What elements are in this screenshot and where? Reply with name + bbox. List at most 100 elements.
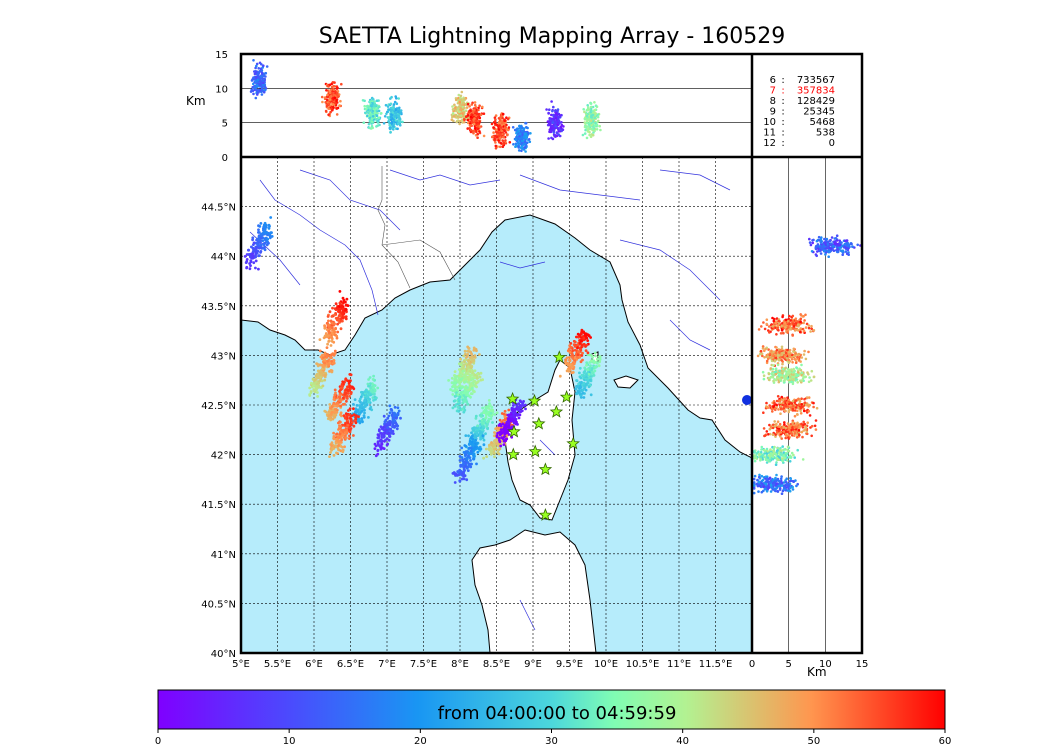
source-point xyxy=(774,351,778,355)
source-point xyxy=(338,426,341,429)
plan-y-ticks: 40°N40.5°N41°N41.5°N42°N42.5°N43°N43.5°N… xyxy=(201,203,236,660)
source-point xyxy=(372,374,375,378)
source-point xyxy=(490,441,493,444)
source-point xyxy=(756,354,760,358)
source-point xyxy=(794,361,798,365)
source-point xyxy=(360,405,363,408)
source-point xyxy=(457,399,461,403)
source-point xyxy=(772,319,776,323)
source-point xyxy=(461,464,465,468)
source-point xyxy=(580,373,584,377)
source-point xyxy=(545,108,548,111)
source-point xyxy=(454,98,458,102)
source-point xyxy=(776,324,780,328)
source-point xyxy=(499,141,503,145)
source-point xyxy=(480,415,483,418)
source-point xyxy=(594,121,597,125)
source-point xyxy=(309,390,313,393)
source-point xyxy=(373,102,377,106)
source-point xyxy=(451,393,455,396)
source-point xyxy=(785,329,789,332)
source-point xyxy=(778,401,782,405)
altitude-band xyxy=(762,395,819,418)
source-point xyxy=(323,378,327,382)
x-tick-label: 6.5°E xyxy=(337,659,364,670)
source-point xyxy=(520,409,524,413)
source-point xyxy=(802,375,805,378)
source-point xyxy=(781,398,785,402)
source-point xyxy=(383,115,387,118)
stat-key: 10 xyxy=(763,117,776,128)
source-point xyxy=(589,393,593,397)
source-point xyxy=(761,347,765,350)
source-point xyxy=(497,139,501,142)
source-point xyxy=(468,105,471,108)
source-point xyxy=(508,141,512,144)
borders xyxy=(377,166,456,289)
source-point xyxy=(386,442,390,446)
source-point xyxy=(529,132,532,135)
source-point xyxy=(354,416,358,419)
source-point xyxy=(788,314,791,318)
source-point xyxy=(792,350,795,353)
source-point xyxy=(458,383,462,387)
source-point xyxy=(584,382,588,386)
source-point xyxy=(342,414,346,417)
source-point xyxy=(596,115,600,119)
source-point xyxy=(348,434,351,438)
source-point xyxy=(477,106,480,110)
source-point xyxy=(779,378,783,381)
source-point xyxy=(457,120,461,123)
source-point xyxy=(390,113,393,116)
source-point xyxy=(346,388,350,392)
source-point xyxy=(799,407,803,410)
source-point xyxy=(590,124,593,127)
source-point xyxy=(501,116,504,120)
source-point xyxy=(781,355,784,359)
storm-cell xyxy=(451,434,486,484)
source-point xyxy=(569,345,573,349)
source-point xyxy=(556,123,559,126)
altitude-column xyxy=(361,96,383,130)
source-point xyxy=(787,398,791,402)
source-point xyxy=(469,124,473,127)
source-point xyxy=(360,390,363,394)
altitude-lat-sources xyxy=(752,234,862,496)
source-point xyxy=(260,63,263,66)
source-point xyxy=(312,384,315,388)
source-point xyxy=(779,373,782,377)
source-point xyxy=(456,393,460,396)
source-point xyxy=(593,116,597,119)
source-point xyxy=(261,246,265,250)
altitude-column xyxy=(450,90,470,126)
y-tick-label: 44.5°N xyxy=(201,203,236,214)
source-point xyxy=(511,404,515,407)
source-point xyxy=(805,396,809,399)
source-point xyxy=(778,369,781,373)
stat-key: 9 xyxy=(770,107,776,118)
source-point xyxy=(569,366,572,370)
source-point xyxy=(371,382,374,385)
source-point xyxy=(776,376,779,380)
source-point xyxy=(586,351,590,355)
source-point xyxy=(367,111,370,115)
source-point xyxy=(394,108,398,111)
source-point xyxy=(475,377,479,380)
source-point xyxy=(348,384,352,388)
source-point xyxy=(799,409,802,413)
source-point xyxy=(469,351,473,354)
source-point xyxy=(341,312,344,316)
source-point xyxy=(489,451,493,454)
source-point xyxy=(477,380,480,383)
source-point xyxy=(802,329,806,333)
source-point xyxy=(269,231,273,235)
source-point xyxy=(493,139,497,142)
source-point xyxy=(453,378,457,381)
source-point xyxy=(462,354,466,358)
source-point xyxy=(495,434,499,438)
source-point xyxy=(368,116,371,120)
stat-sep: : xyxy=(781,117,784,128)
source-point xyxy=(482,134,486,138)
source-point xyxy=(336,435,340,439)
